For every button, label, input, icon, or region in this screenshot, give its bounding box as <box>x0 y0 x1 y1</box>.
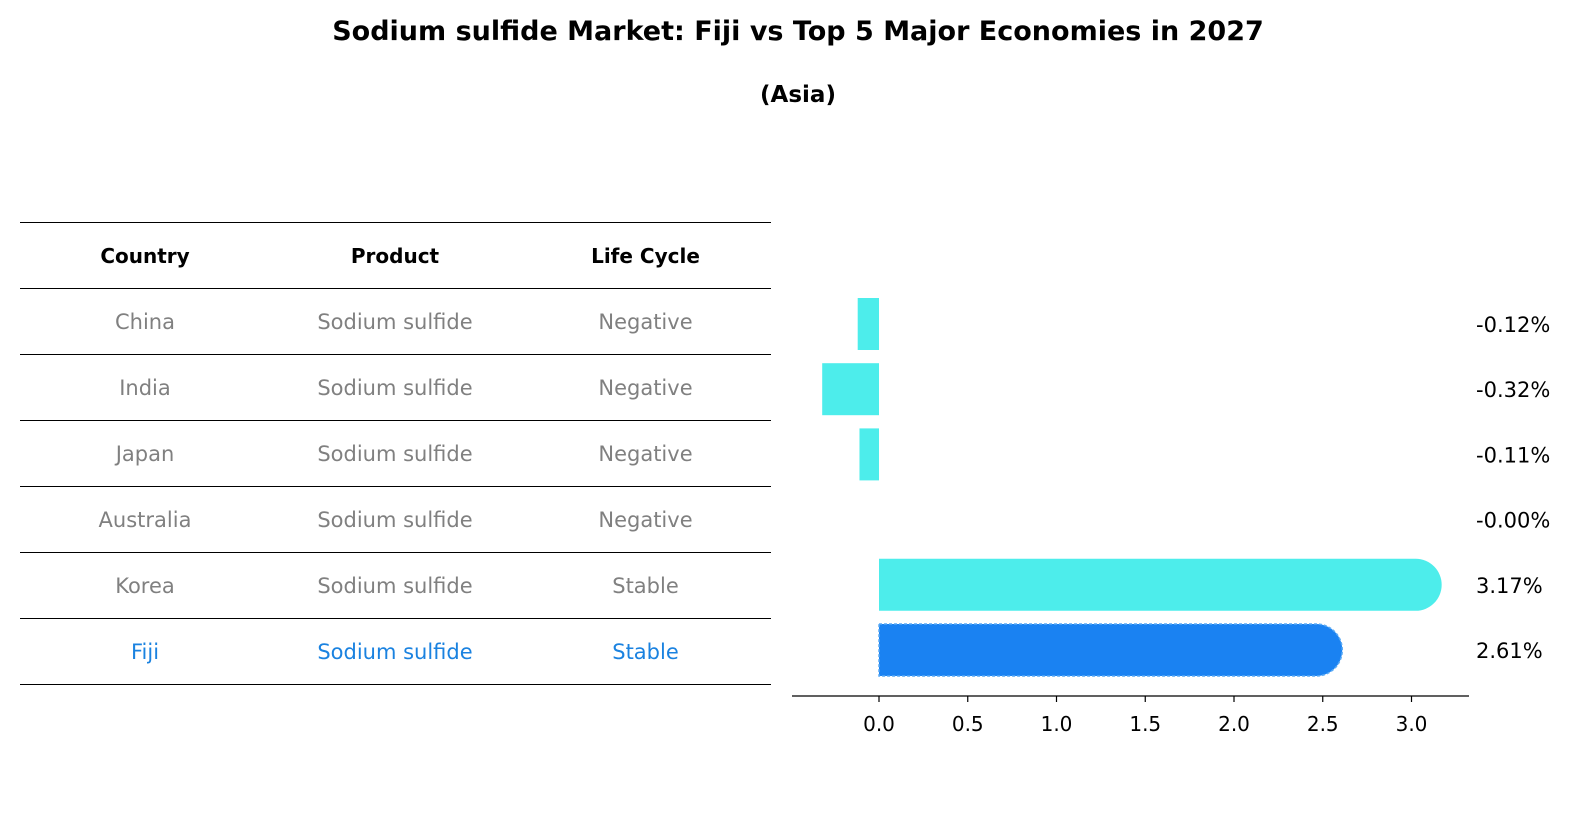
table-row: India Sodium sulfide Negative <box>20 354 771 420</box>
x-tick-label: 1.0 <box>1041 712 1073 736</box>
x-tick-label: 3.0 <box>1396 712 1428 736</box>
chart-subtitle: (Asia) <box>760 82 836 108</box>
life-cycle-cell: Negative <box>598 441 693 466</box>
country-cell: Japan <box>115 441 175 466</box>
country-cell: Australia <box>98 507 192 532</box>
bar <box>822 363 879 416</box>
chart-title: Sodium sulfide Market: Fiji vs Top 5 Maj… <box>332 16 1264 47</box>
bar <box>857 298 879 350</box>
country-cell: China <box>115 309 175 334</box>
x-tick-label: 1.5 <box>1129 712 1161 736</box>
x-tick-label: 2.0 <box>1218 712 1250 736</box>
table-row: Korea Sodium sulfide Stable <box>20 552 771 618</box>
product-cell: Sodium sulfide <box>317 507 473 532</box>
life-cycle-cell: Stable <box>612 573 679 598</box>
highlight-bar <box>878 623 1344 677</box>
value-label: 3.17% <box>1476 574 1543 598</box>
comparison-table: Country Product Life Cycle China Sodium … <box>20 222 771 685</box>
value-label: -0.32% <box>1476 378 1550 402</box>
table-row: Australia Sodium sulfide Negative <box>20 486 771 552</box>
value-label: 2.61% <box>1476 639 1543 663</box>
header-country: Country <box>100 243 190 268</box>
product-cell: Sodium sulfide <box>317 375 473 400</box>
value-label: -0.00% <box>1476 509 1550 533</box>
life-cycle-cell: Negative <box>598 309 693 334</box>
life-cycle-cell: Negative <box>598 507 693 532</box>
life-cycle-cell: Negative <box>598 375 693 400</box>
country-cell: Korea <box>115 573 175 598</box>
table-header-row: Country Product Life Cycle <box>20 222 771 288</box>
table-row: Japan Sodium sulfide Negative <box>20 420 771 486</box>
value-label: -0.11% <box>1476 443 1550 467</box>
header-product: Product <box>350 243 440 268</box>
bar <box>859 428 879 481</box>
country-cell: India <box>119 375 171 400</box>
product-cell: Sodium sulfide <box>317 573 473 598</box>
x-tick-label: 0.5 <box>952 712 984 736</box>
x-tick-label: 2.5 <box>1307 712 1339 736</box>
header-life-cycle: Life Cycle <box>591 243 700 268</box>
product-cell: Sodium sulfide <box>317 309 473 334</box>
country-cell: Fiji <box>130 639 160 664</box>
value-label: -0.12% <box>1476 313 1550 337</box>
bar <box>879 558 1442 611</box>
product-cell: Sodium sulfide <box>317 441 473 466</box>
table-row: China Sodium sulfide Negative <box>20 288 771 354</box>
product-cell: Sodium sulfide <box>317 639 473 664</box>
table-row-highlight: Fiji Sodium sulfide Stable <box>20 618 771 685</box>
x-tick-label: 0.0 <box>863 712 895 736</box>
life-cycle-cell: Stable <box>612 639 679 664</box>
